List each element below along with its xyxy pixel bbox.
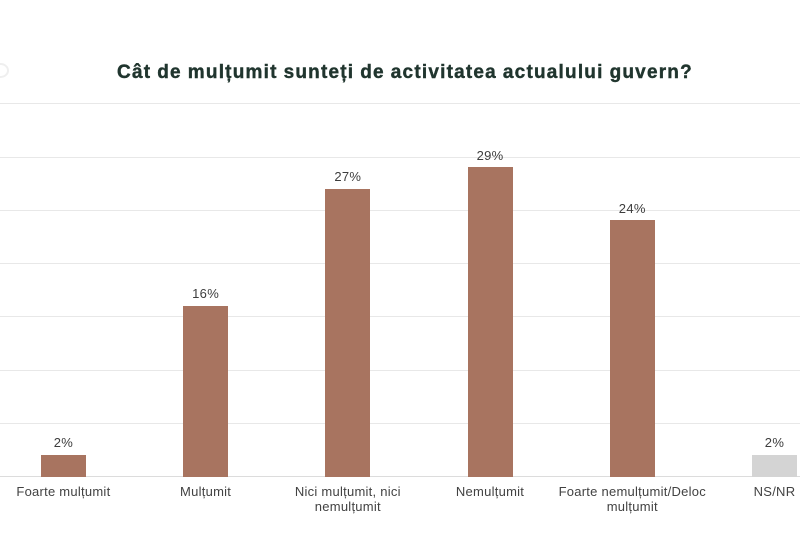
category-label: Foarte nemulțumit/Deloc mulțumit	[558, 484, 706, 514]
bar-4	[467, 167, 513, 477]
bar-value-label: 16%	[192, 286, 220, 302]
bar-value-label: 2%	[764, 435, 785, 451]
bar-2	[183, 305, 229, 477]
bar-6	[752, 454, 797, 477]
category-label: Foarte mulțumit	[16, 484, 111, 499]
gridline	[0, 157, 800, 158]
cropped-logo-fragment	[0, 63, 9, 78]
gridline	[0, 423, 800, 424]
bar-3	[325, 188, 371, 477]
gridline	[0, 316, 800, 317]
bar-1	[40, 454, 86, 477]
category-label: Nemulțumit	[455, 484, 525, 499]
bar-5	[609, 220, 655, 477]
bar-value-label: 24%	[618, 200, 646, 216]
gridline	[0, 210, 800, 211]
bar-value-label: 2%	[53, 435, 74, 451]
category-label: Nici mulțumit, nici nemulțumit	[294, 484, 401, 514]
axis-baseline	[0, 476, 800, 477]
gridline	[0, 103, 800, 104]
bar-value-label: 29%	[476, 147, 504, 163]
gridline	[0, 263, 800, 264]
bar-value-label: 27%	[334, 169, 362, 184]
chart-title: Cât de mulțumit sunteți de activitatea a…	[117, 62, 693, 83]
category-label: Mulțumit	[180, 484, 232, 499]
gridline	[0, 370, 800, 371]
category-label: NS/NR	[753, 484, 796, 499]
